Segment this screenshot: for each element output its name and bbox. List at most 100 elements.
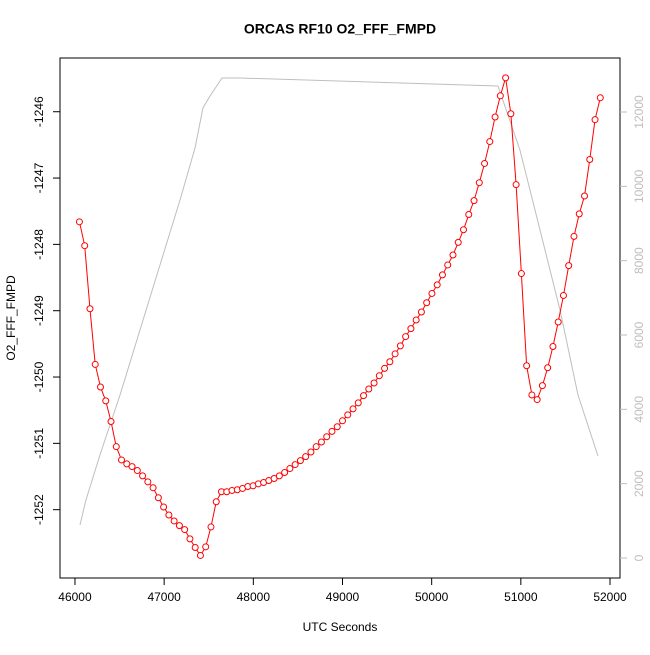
data-point (428, 289, 436, 297)
data-point (475, 179, 483, 187)
data-point (528, 391, 536, 399)
plot-frame (59, 57, 621, 579)
data-point (596, 94, 604, 102)
y-axis-label: O2_FFF_FMPD (4, 275, 18, 361)
y-tick-label: -1249 (32, 295, 46, 326)
data-point (581, 192, 589, 200)
data-point (323, 433, 331, 441)
x-tick-label: 50000 (415, 590, 449, 604)
y-tick-label: -1250 (32, 361, 46, 392)
data-point (149, 484, 157, 492)
chart-title: ORCAS RF10 O2_FFF_FMPD (244, 21, 436, 37)
y2-tick-label: 10000 (632, 169, 646, 203)
data-point (170, 517, 178, 525)
x-tick-label: 51000 (504, 590, 538, 604)
data-point (570, 232, 578, 240)
y2-tick-label: 0 (632, 554, 646, 561)
data-point (338, 417, 346, 425)
data-point (102, 397, 110, 405)
data-point (96, 383, 104, 391)
y2-tick-label: 8000 (632, 247, 646, 274)
data-point (554, 318, 562, 326)
y-tick-label: -1251 (32, 428, 46, 459)
data-point (491, 113, 499, 121)
data-point (144, 478, 152, 486)
x-tick-label: 46000 (58, 590, 92, 604)
y2-tick-label: 6000 (632, 321, 646, 348)
data-point (496, 92, 504, 100)
data-point (538, 382, 546, 390)
data-point (375, 372, 383, 380)
data-point (207, 523, 215, 531)
data-point (544, 364, 552, 372)
data-point (160, 503, 168, 511)
data-point (286, 465, 294, 473)
data-point (549, 343, 557, 351)
data-point (139, 472, 147, 480)
data-point (559, 291, 567, 299)
data-point (523, 362, 531, 370)
data-point (328, 427, 336, 435)
data-point (407, 325, 415, 333)
data-point (75, 218, 83, 226)
data-point (517, 270, 525, 278)
data-point (465, 211, 473, 219)
y-tick-label: -1246 (32, 96, 46, 127)
data-point (591, 116, 599, 124)
data-point (391, 350, 399, 358)
x-axis-label: UTC Seconds (303, 620, 378, 634)
y2-tick-label: 12000 (632, 95, 646, 129)
data-point (186, 535, 194, 543)
data-point (449, 251, 457, 259)
data-point (296, 457, 304, 465)
data-point (165, 511, 173, 519)
data-point (81, 242, 89, 250)
data-point (586, 155, 594, 163)
data-point (402, 333, 410, 341)
data-point (128, 463, 136, 471)
data-line (78, 77, 601, 557)
data-point (307, 448, 315, 456)
data-point (312, 443, 320, 451)
data-point (91, 360, 99, 368)
data-point (460, 226, 468, 234)
data-point (444, 261, 452, 269)
data-point (344, 411, 352, 419)
data-point (317, 438, 325, 446)
data-point (333, 423, 341, 431)
data-point (212, 498, 220, 506)
data-point (512, 181, 520, 189)
data-point (354, 399, 362, 407)
y-tick-label: -1248 (32, 229, 46, 260)
data-point (386, 358, 394, 366)
data-point (417, 308, 425, 316)
data-point (370, 379, 378, 387)
data-point (349, 405, 357, 413)
data-point (118, 456, 126, 464)
data-point (275, 472, 283, 480)
data-point (181, 526, 189, 534)
data-point (365, 385, 373, 393)
data-point (507, 110, 515, 118)
x-tick-label: 48000 (237, 590, 271, 604)
data-point (107, 417, 115, 425)
data-point (412, 316, 420, 324)
data-point (565, 262, 573, 270)
x-tick-label: 52000 (593, 590, 627, 604)
data-point (533, 396, 541, 404)
data-point (112, 443, 120, 451)
data-point (433, 281, 441, 289)
data-point (133, 467, 141, 475)
data-point (291, 461, 299, 469)
data-point (454, 238, 462, 246)
data-point (575, 210, 583, 218)
data-point (302, 453, 310, 461)
data-point (86, 305, 94, 313)
data-point (486, 138, 494, 146)
data-point (281, 469, 289, 477)
y2-tick-label: 4000 (632, 396, 646, 423)
x-tick-label: 47000 (147, 590, 181, 604)
data-point (381, 364, 389, 372)
y-tick-label: -1247 (32, 162, 46, 193)
